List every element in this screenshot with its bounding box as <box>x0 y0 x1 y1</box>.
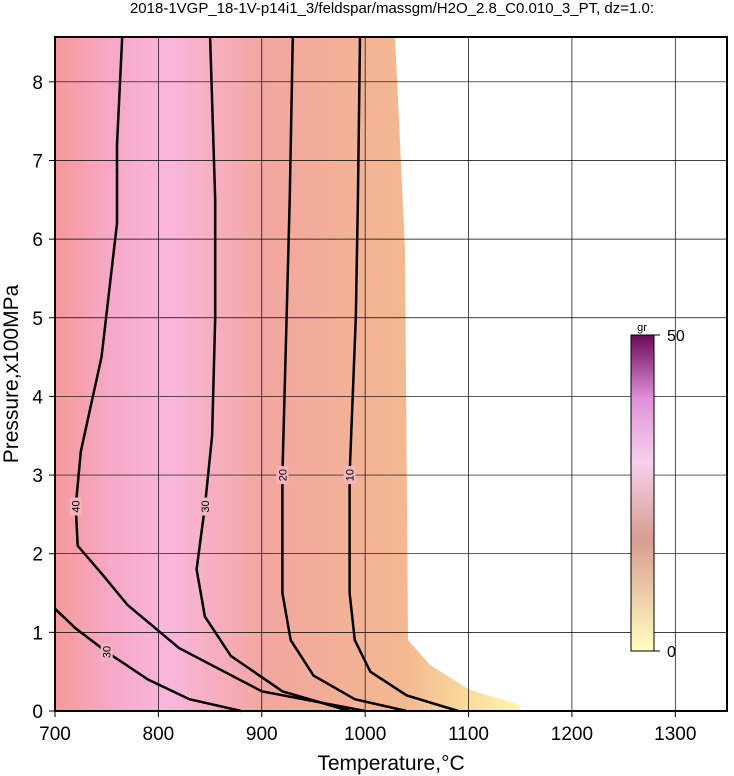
contour-label-bg <box>100 643 113 662</box>
contour-line <box>281 36 407 713</box>
y-tick-label: 3 <box>32 466 43 487</box>
x-tick-label: 1000 <box>344 724 386 745</box>
x-tick-label: 1200 <box>551 724 593 745</box>
y-tick-label: 1 <box>32 623 43 644</box>
x-tick-label: 700 <box>39 724 71 745</box>
y-tick-label: 2 <box>32 545 43 566</box>
x-axis-title: Temperature,°C <box>317 752 464 775</box>
colorbar-tick-label: 50 <box>667 328 685 345</box>
plot-frame <box>54 36 728 712</box>
y-axis-title: Pressure,x100MPa <box>0 284 23 463</box>
contour-label-bg <box>276 466 289 485</box>
colorbar-label: gr <box>637 322 647 334</box>
x-tick-label: 900 <box>246 724 278 745</box>
contours: 10 20 30 40 30 <box>54 36 459 713</box>
y-tick-label: 8 <box>32 73 43 94</box>
colorbar-tick-label: 0 <box>667 644 676 661</box>
contour-label: 10 <box>345 469 357 481</box>
y-tick-label: 6 <box>32 230 43 251</box>
x-tick-label: 1100 <box>448 724 489 745</box>
contour-label: 20 <box>277 469 289 481</box>
x-tick-label: 1300 <box>654 724 696 745</box>
contour-label: 30 <box>102 646 114 658</box>
y-tick-label: 4 <box>32 387 43 408</box>
contour-label-bg <box>69 497 82 516</box>
y-tick-label: 7 <box>32 151 43 172</box>
x-tick-label: 800 <box>143 724 175 745</box>
contour-label: 40 <box>71 500 83 512</box>
chart-title: 2018-1VGP_18-1V-p14i1_3/feldspar/massgm/… <box>130 0 654 17</box>
contour-line <box>348 36 459 713</box>
contour-label-bg <box>198 497 211 516</box>
y-tick-label: 5 <box>32 309 43 330</box>
field-fill <box>55 37 520 711</box>
colorbar <box>630 334 655 652</box>
grid <box>54 37 727 712</box>
contour-line <box>74 36 366 713</box>
y-tick-label: 0 <box>32 702 43 723</box>
contour-label-bg <box>343 466 356 485</box>
contour-label: 30 <box>200 500 212 512</box>
contour-line <box>195 36 350 713</box>
contour-line <box>54 607 242 713</box>
